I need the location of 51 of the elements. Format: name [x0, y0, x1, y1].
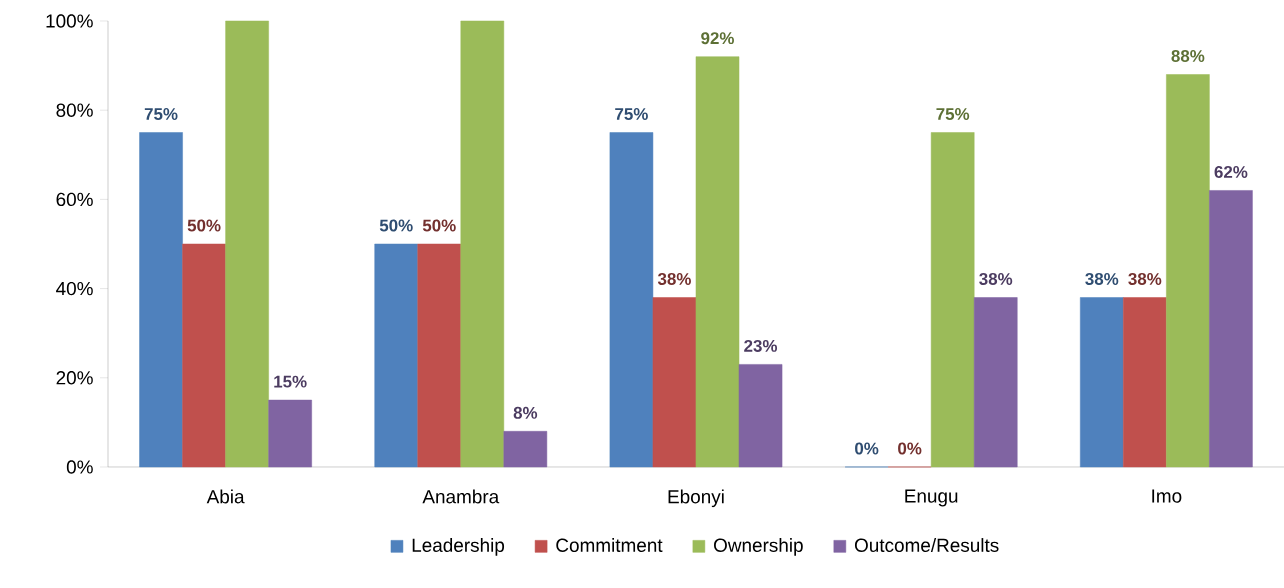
data-label: 38% [1085, 272, 1119, 285]
data-label: 0% [855, 442, 879, 455]
bar [460, 20, 505, 468]
bar [417, 243, 462, 468]
data-label: 92% [701, 32, 734, 45]
y-tick-label: 80% [56, 103, 93, 117]
data-label: 75% [615, 108, 648, 120]
x-tick-label: Abia [206, 489, 245, 504]
bar [268, 399, 312, 468]
data-label: 88% [1171, 50, 1205, 62]
x-tick-label: Ebonyi [668, 489, 724, 508]
data-label: 62% [1214, 165, 1248, 178]
data-label: 75% [936, 108, 970, 120]
bar [374, 243, 418, 468]
data-label: 75% [144, 108, 178, 120]
bar [652, 297, 697, 468]
legend-label: Commitment [556, 538, 663, 552]
x-tick-label: Imo [1152, 489, 1182, 503]
legend-label: Leadership [412, 538, 505, 556]
y-tick-label: 100% [46, 14, 93, 28]
legend-label: Ownership [714, 538, 803, 556]
bar [1123, 297, 1167, 468]
y-tick-label: 60% [56, 192, 93, 207]
data-label: 50% [422, 219, 456, 232]
data-label: 38% [1128, 272, 1162, 285]
bar [738, 364, 783, 468]
data-label: 38% [657, 272, 691, 285]
data-label: 23% [744, 339, 778, 352]
bar [225, 20, 269, 468]
x-tick-label: Anambra [422, 489, 500, 504]
bar [1166, 74, 1210, 468]
x-tick-label: Enugu [905, 489, 958, 507]
data-label: 8% [513, 406, 538, 419]
bar [503, 431, 548, 468]
data-label: 50% [379, 219, 413, 232]
bar [609, 132, 654, 468]
legend-label: Outcome/Results [854, 538, 999, 552]
bar [1209, 190, 1253, 468]
bar [973, 297, 1018, 468]
bar [139, 132, 183, 468]
y-tick-label: 40% [56, 281, 93, 296]
bar [695, 56, 740, 468]
y-tick-label: 20% [56, 371, 93, 385]
bar [182, 243, 226, 468]
bar [930, 132, 975, 468]
data-label: 0% [898, 442, 922, 455]
y-tick-label: 0% [66, 460, 93, 474]
data-label: 38% [979, 272, 1013, 285]
data-label: 50% [187, 219, 221, 232]
bar [1080, 297, 1124, 468]
data-label: 15% [274, 375, 307, 388]
